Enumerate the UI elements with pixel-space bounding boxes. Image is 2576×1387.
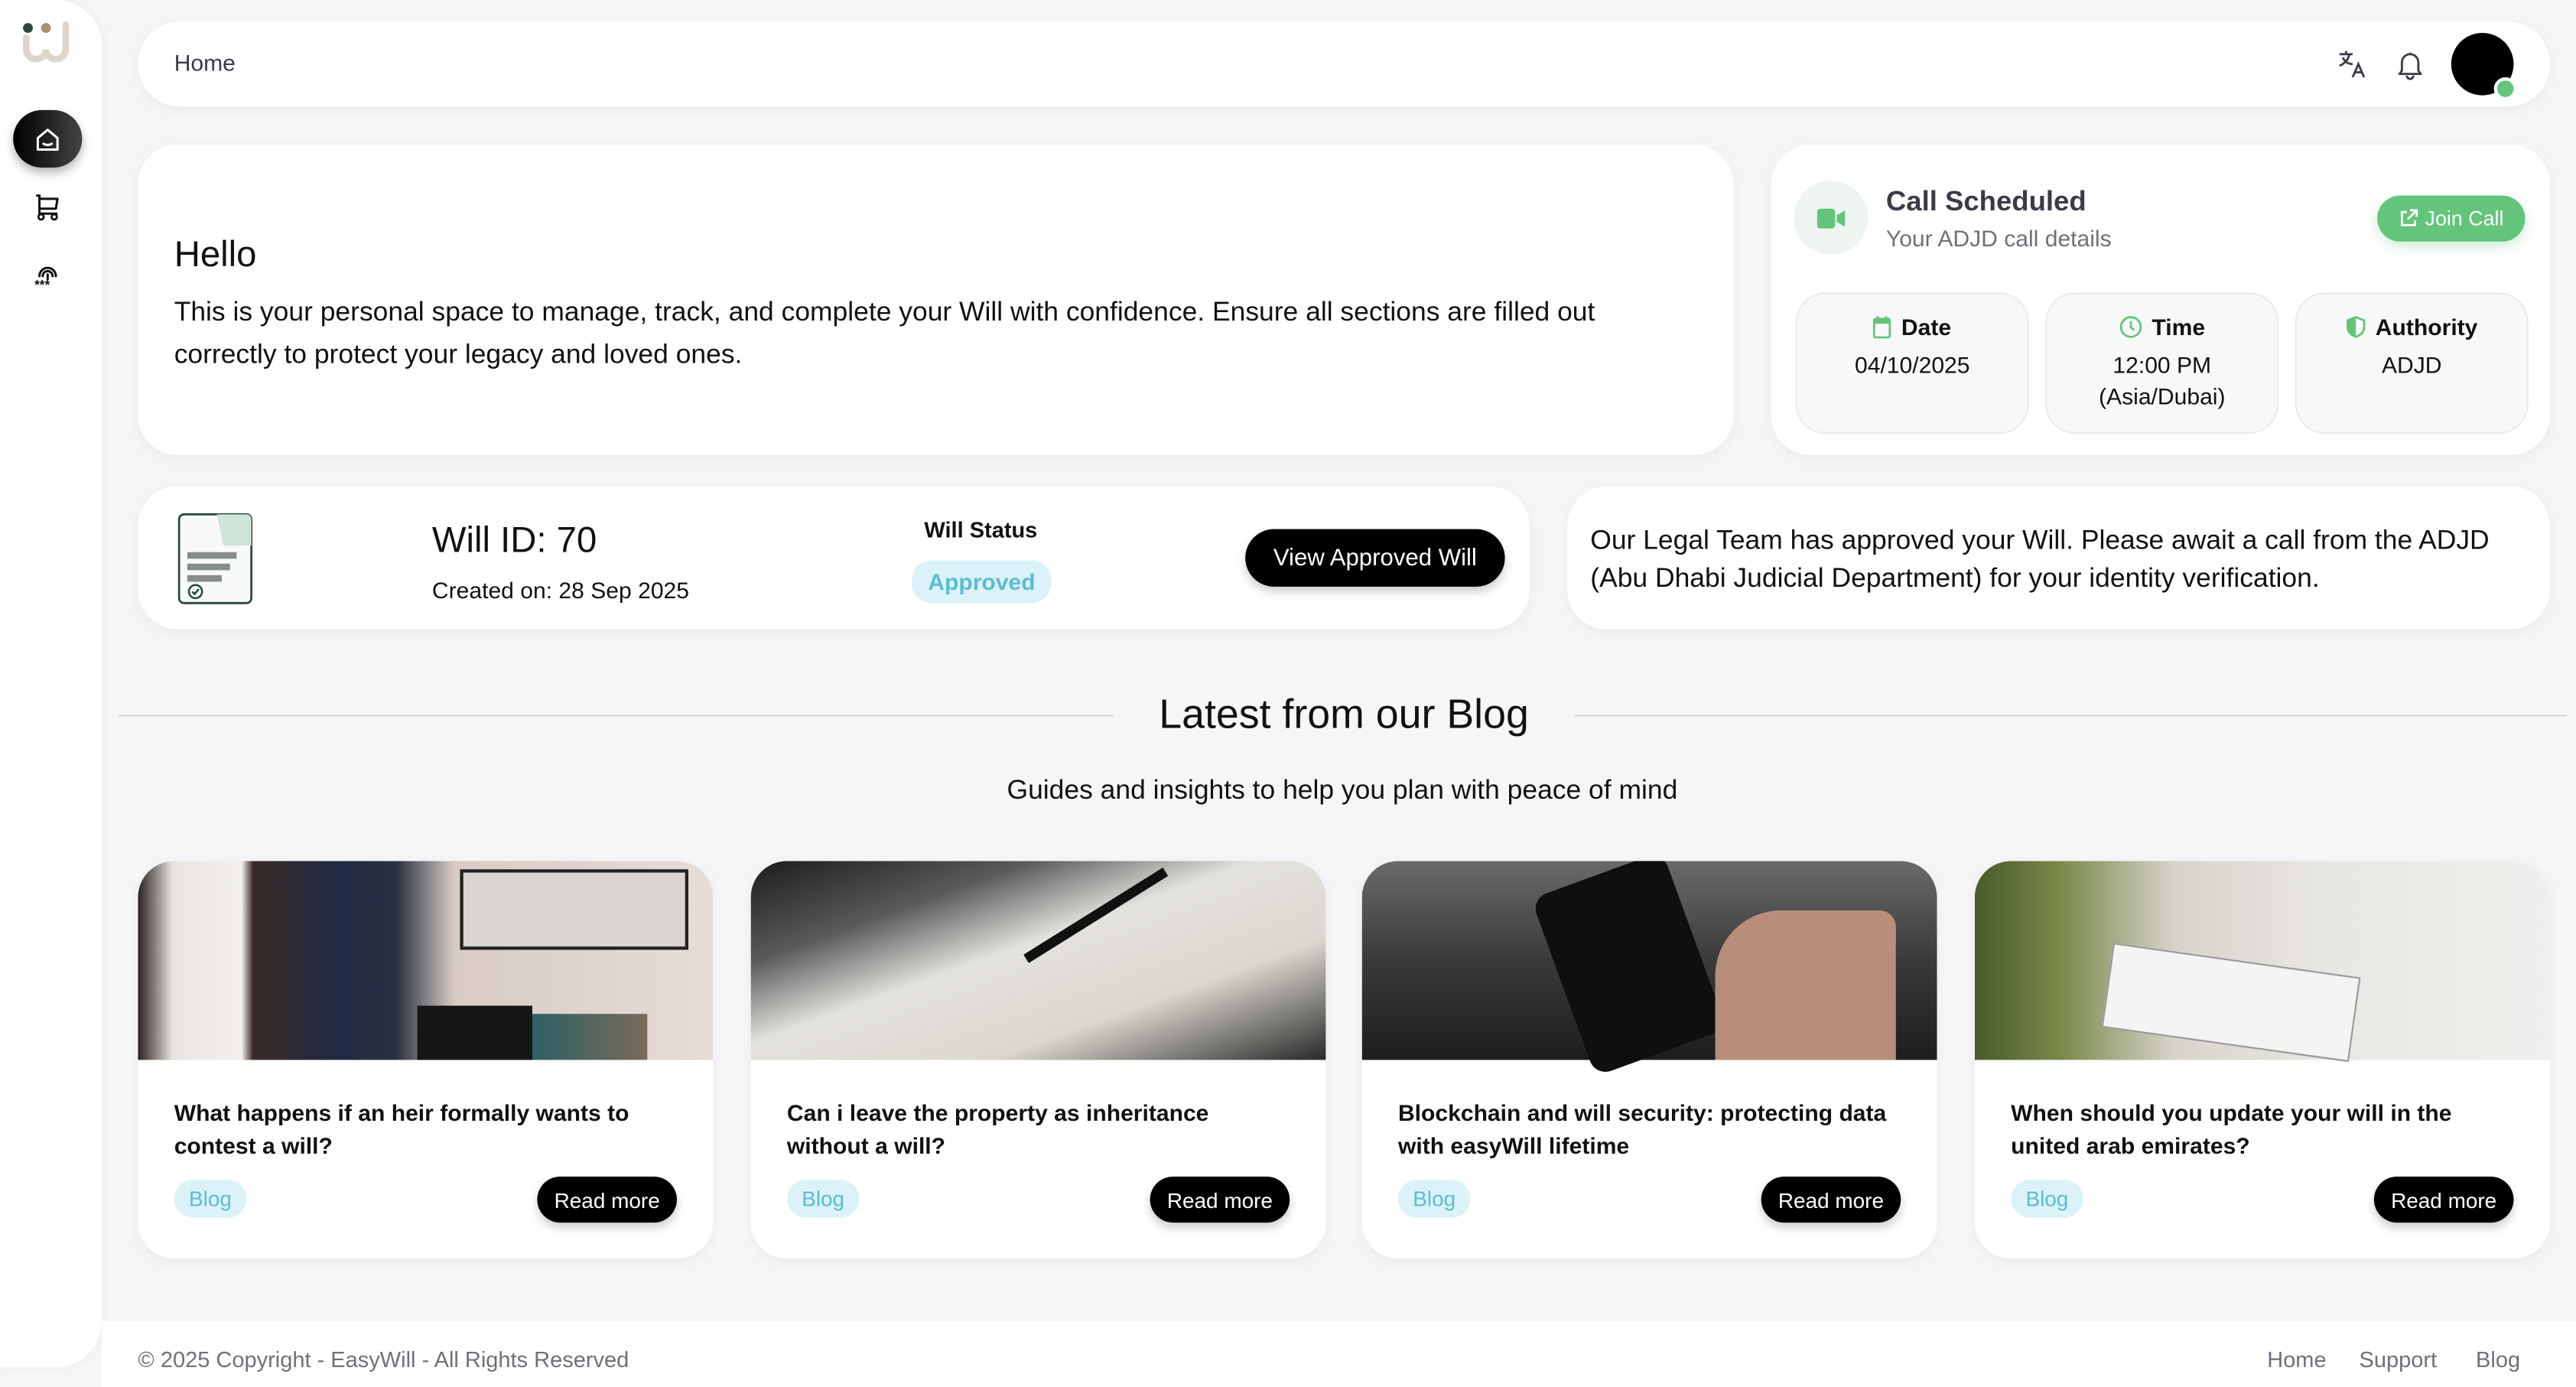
join-call-label: Join Call (2425, 207, 2504, 230)
authority-value: ADJD (2381, 351, 2442, 379)
call-title: Call Scheduled (1885, 185, 2086, 217)
time-box: Time 12:00 PM (Asia/Dubai) (2045, 292, 2279, 435)
footer-copyright: © 2025 Copyright - EasyWill - All Rights… (138, 1347, 629, 1372)
authority-box: Authority ADJD (2295, 292, 2529, 435)
time-zone: (Asia/Dubai) (2099, 383, 2226, 409)
date-value: 04/10/2025 (1854, 351, 1970, 379)
read-more-button[interactable]: Read more (2373, 1176, 2514, 1223)
online-status-dot (2493, 77, 2517, 101)
pen (1023, 868, 1169, 963)
will-status-label: Will Status (924, 517, 1038, 542)
blog-image (750, 861, 1326, 1060)
blog-post-title[interactable]: Blockchain and will security: protecting… (1397, 1099, 1887, 1159)
will-status-badge: Approved (912, 560, 1052, 604)
call-subtitle: Your ADJD call details (1885, 225, 2112, 252)
blog-subtitle: Guides and insights to help you plan wit… (1007, 775, 1678, 806)
easywill-logo[interactable] (21, 20, 74, 69)
blog-card[interactable]: When should you update your will in the … (1974, 861, 2550, 1259)
time-value: 12:00 PM (2113, 351, 2212, 379)
sidebar-item-home[interactable] (13, 109, 83, 168)
read-more-button[interactable]: Read more (1150, 1176, 1290, 1223)
blog-post-title[interactable]: When should you update your will in the … (2011, 1099, 2452, 1159)
shield-icon (2346, 316, 2366, 338)
blog-tag: Blog (1397, 1180, 1471, 1218)
sidebar-item-security[interactable]: *** (13, 246, 82, 304)
painting (460, 869, 689, 950)
hand (1715, 910, 1896, 1060)
approval-notice-card: Our Legal Team has approved your Will. P… (1567, 486, 2550, 630)
blog-tag: Blog (174, 1180, 247, 1218)
will-document-icon (177, 513, 253, 604)
blog-image (1974, 861, 2550, 1063)
read-more-button[interactable]: Read more (1761, 1176, 1901, 1223)
breadcrumb[interactable]: Home (174, 49, 236, 76)
svg-text:***: *** (34, 276, 50, 290)
footer: © 2025 Copyright - EasyWill - All Rights… (102, 1320, 2576, 1387)
phone (1530, 861, 1727, 1077)
will-id: Will ID: 70 (431, 519, 597, 561)
sidebar-item-store[interactable] (13, 177, 82, 235)
view-approved-will-button[interactable]: View Approved Will (1245, 529, 1505, 587)
blog-tag: Blog (2011, 1180, 2083, 1218)
top-header: Home (138, 21, 2550, 107)
blog-card[interactable]: What happens if an heir formally wants t… (138, 861, 714, 1259)
date-box: Date 04/10/2025 (1795, 292, 2029, 435)
cart-icon (36, 194, 59, 220)
blog-tag: Blog (786, 1180, 860, 1218)
footer-link-support[interactable]: Support (2359, 1347, 2438, 1372)
date-label: Date (1901, 314, 1952, 340)
blog-post-title[interactable]: What happens if an heir formally wants t… (174, 1099, 629, 1159)
welcome-title: Hello (174, 233, 257, 275)
footer-link-home[interactable]: Home (2267, 1347, 2327, 1372)
welcome-text: This is your personal space to manage, t… (174, 297, 1595, 370)
blog-post-title[interactable]: Can i leave the property as inheritance … (786, 1099, 1209, 1159)
clock-icon (2119, 316, 2142, 338)
calendar-icon (1873, 316, 1891, 339)
will-created-date: Created on: 28 Sep 2025 (431, 576, 690, 604)
join-call-button[interactable]: Join Call (2377, 195, 2526, 242)
blog-title: Latest from our Blog (1114, 692, 1574, 740)
authority-label: Authority (2375, 314, 2478, 340)
blog-card[interactable]: Can i leave the property as inheritance … (750, 861, 1326, 1259)
approval-notice-text: Our Legal Team has approved your Will. P… (1590, 526, 2490, 594)
video-camera-icon (1816, 207, 1845, 228)
call-scheduled-card: Call Scheduled Your ADJD call details Jo… (1771, 145, 2550, 455)
blog-image (138, 861, 714, 1060)
laptop (417, 1005, 532, 1060)
footer-link-blog[interactable]: Blog (2476, 1347, 2521, 1372)
external-link-icon (2401, 209, 2418, 226)
translate-icon[interactable] (2338, 49, 2368, 79)
welcome-card: Hello This is your personal space to man… (138, 145, 1734, 455)
home-icon (36, 128, 59, 150)
time-label: Time (2152, 314, 2206, 340)
fingerprint-password-icon: *** (34, 265, 57, 290)
blog-card[interactable]: Blockchain and will security: protecting… (1361, 861, 1937, 1259)
read-more-button[interactable]: Read more (537, 1176, 677, 1223)
blog-image (1361, 861, 1937, 1077)
sidebar: *** (0, 0, 102, 1368)
bell-icon[interactable] (2395, 49, 2425, 80)
document (2101, 943, 2361, 1063)
will-card: Will ID: 70 Created on: 28 Sep 2025 Will… (138, 486, 1530, 630)
video-icon-wrap (1794, 181, 1869, 255)
